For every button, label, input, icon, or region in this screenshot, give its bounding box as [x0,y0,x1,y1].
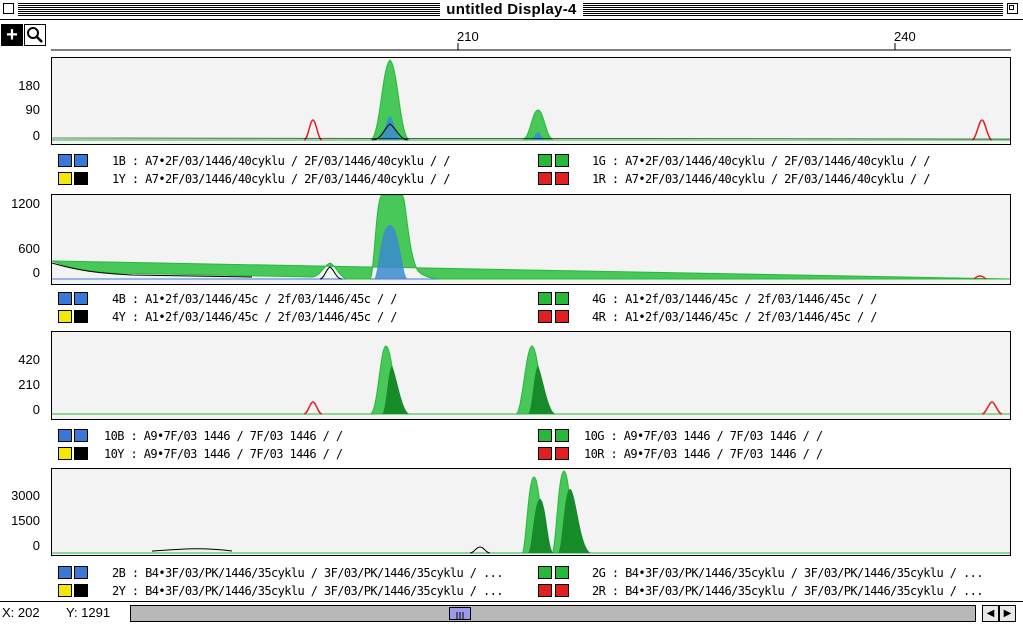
yellow-channel-swatch[interactable] [58,172,72,185]
y-tick: 210 [18,377,40,392]
legend-label: 1B : A7•2F/03/1446/40cyklu / 2F/03/1446/… [112,154,450,168]
y-tick: 420 [18,352,40,367]
red-channel-swatch[interactable] [555,310,569,323]
blue-channel-swatch[interactable] [58,429,72,442]
electropherogram-panel-2[interactable] [51,194,1011,285]
y-tick: 90 [25,102,40,117]
electropherogram-panel-3[interactable] [51,331,1011,420]
electropherogram-panel-1[interactable] [51,57,1011,145]
trace-plot-2 [52,195,1010,280]
black-channel-swatch[interactable] [74,584,88,597]
legend-label: 4G : A1•2f/03/1446/45c / 2f/03/1446/45c … [592,292,877,306]
red-channel-swatch[interactable] [538,172,552,185]
x-ruler [51,43,1011,51]
yellow-channel-swatch[interactable] [58,584,72,597]
y-tick: 1200 [11,196,40,211]
ruler-label-210: 210 [457,29,479,44]
green-channel-swatch[interactable] [555,292,569,305]
y-coordinate-readout: Y: 1291 [66,605,111,620]
window-titlebar[interactable]: untitled Display-4 [0,0,1023,20]
scroll-thumb[interactable] [449,607,471,620]
legend-label: 1G : A7•2F/03/1446/40cyklu / 2F/03/1446/… [592,154,930,168]
green-channel-swatch[interactable] [555,154,569,167]
y-tick: 600 [18,241,40,256]
y-tick: 0 [32,265,40,280]
scroll-left-arrow-icon[interactable]: ◀ [982,605,999,622]
y-tick: 180 [18,78,40,93]
legend-label: 4R : A1•2f/03/1446/45c / 2f/03/1446/45c … [592,310,877,324]
close-box-icon[interactable] [3,3,14,14]
legend-label: 4B : A1•2f/03/1446/45c / 2f/03/1446/45c … [112,292,397,306]
magnifier-icon[interactable] [24,24,46,46]
blue-channel-swatch[interactable] [74,292,88,305]
blue-channel-swatch[interactable] [58,292,72,305]
red-channel-swatch[interactable] [555,172,569,185]
blue-channel-swatch[interactable] [74,154,88,167]
y-tick: 3000 [11,488,40,503]
green-channel-swatch[interactable] [538,154,552,167]
electropherogram-panel-4[interactable] [51,468,1011,556]
green-channel-swatch[interactable] [538,292,552,305]
legend-label: 4Y : A1•2f/03/1446/45c / 2f/03/1446/45c … [112,310,397,324]
legend-label: 2Y : B4•3F/03/PK/1446/35cyklu / 3F/03/PK… [112,584,503,598]
blue-channel-swatch[interactable] [74,429,88,442]
legend-label: 10G : A9•7F/03 1446 / 7F/03 1446 / / [584,429,823,443]
legend-label: 1R : A7•2F/03/1446/40cyklu / 2F/03/1446/… [592,172,930,186]
blue-channel-swatch[interactable] [58,566,72,579]
y-tick: 1500 [11,513,40,528]
legend-label: 10R : A9•7F/03 1446 / 7F/03 1446 / / [584,447,823,461]
blue-channel-swatch[interactable] [74,566,88,579]
y-tick: 0 [32,128,40,143]
red-channel-swatch[interactable] [555,584,569,597]
red-channel-swatch[interactable] [538,447,552,460]
legend-label: 1Y : A7•2F/03/1446/40cyklu / 2F/03/1446/… [112,172,450,186]
legend-label: 10B : A9•7F/03 1446 / 7F/03 1446 / / [104,429,343,443]
trace-plot-3 [52,345,1010,415]
red-channel-swatch[interactable] [555,447,569,460]
crosshair-tool-icon[interactable]: + [1,24,23,46]
green-channel-swatch[interactable] [555,429,569,442]
horizontal-scrollbar[interactable] [130,605,976,622]
black-channel-swatch[interactable] [74,310,88,323]
red-channel-swatch[interactable] [538,310,552,323]
yellow-channel-swatch[interactable] [58,447,72,460]
black-channel-swatch[interactable] [74,447,88,460]
yellow-channel-swatch[interactable] [58,310,72,323]
ruler-label-240: 240 [894,29,916,44]
y-tick: 0 [32,402,40,417]
titlebar-stripes [18,3,1003,16]
red-channel-swatch[interactable] [538,584,552,597]
status-bar: X: 202 Y: 1291 ◀ ▶ [0,601,1023,630]
trace-plot-1 [52,59,1010,141]
zoom-box-icon[interactable] [1007,3,1018,14]
y-tick: 0 [32,538,40,553]
legend-label: 2R : B4•3F/03/PK/1446/35cyklu / 3F/03/PK… [592,584,983,598]
scroll-right-arrow-icon[interactable]: ▶ [999,605,1016,622]
x-coordinate-readout: X: 202 [2,605,40,620]
legend-label: 2B : B4•3F/03/PK/1446/35cyklu / 3F/03/PK… [112,566,503,580]
legend-label: 2G : B4•3F/03/PK/1446/35cyklu / 3F/03/PK… [592,566,983,580]
blue-channel-swatch[interactable] [58,154,72,167]
black-channel-swatch[interactable] [74,172,88,185]
green-channel-swatch[interactable] [538,429,552,442]
green-channel-swatch[interactable] [555,566,569,579]
toolbar: + 210 240 [0,21,1023,51]
green-channel-swatch[interactable] [538,566,552,579]
legend-label: 10Y : A9•7F/03 1446 / 7F/03 1446 / / [104,447,343,461]
trace-plot-4 [52,470,1010,554]
